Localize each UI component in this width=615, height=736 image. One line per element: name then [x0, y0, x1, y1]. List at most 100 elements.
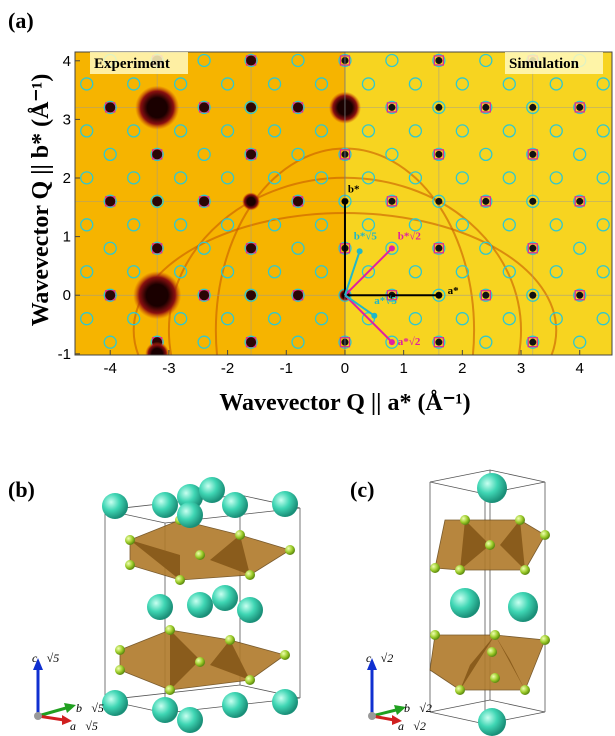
y-axis-label: Wavevector Q || b* (Å⁻¹): [28, 74, 54, 327]
vector-label: b*√5: [354, 231, 378, 243]
panel-label: (a): [8, 8, 34, 33]
spot: [435, 57, 442, 64]
spot: [529, 292, 536, 299]
spot: [435, 198, 442, 205]
spot: [246, 337, 256, 347]
spot: [482, 292, 489, 299]
ring-marker: [81, 31, 93, 43]
ring-marker: [362, 31, 374, 43]
axis-label: b⃗√5: [76, 701, 104, 715]
b5-arrow-head: [357, 248, 363, 254]
vector-label: a*√5: [374, 295, 397, 307]
b-star-arrow-head: [342, 198, 348, 204]
a-star-arrow-head: [436, 292, 442, 298]
spot: [152, 243, 162, 253]
ring-marker: [128, 31, 140, 43]
square-marker: [59, 150, 68, 159]
vector-label: a*: [448, 285, 460, 297]
spot: [152, 196, 162, 206]
spot: [388, 104, 395, 111]
x-tick-label: 4: [576, 360, 584, 377]
crystal-structure: [102, 477, 300, 733]
spot: [435, 151, 442, 158]
spot: [246, 55, 256, 65]
ring-marker: [597, 360, 609, 372]
strong-spot: [242, 192, 260, 210]
ring-marker: [550, 31, 562, 43]
diffraction-map: [57, 14, 615, 577]
x-tick-label: 3: [517, 360, 525, 377]
vector-label: b*: [348, 184, 360, 196]
y-tick-label: 4: [63, 53, 71, 70]
spot: [576, 198, 583, 205]
figure: (a) ExperimentSimulationb*a*b*√2a*√2b*√5…: [0, 0, 615, 736]
ring-marker: [362, 360, 374, 372]
ring-marker: [503, 31, 515, 43]
spot: [293, 102, 303, 112]
b2-arrow-head: [389, 245, 395, 251]
y-tick-label: 3: [63, 111, 71, 128]
strong-spot: [133, 271, 181, 319]
axis-label: b⃗√2: [404, 701, 432, 715]
spot: [105, 102, 115, 112]
vector-label: b*√2: [398, 231, 422, 243]
axis-label: c⃗√5: [32, 651, 59, 665]
spot: [199, 196, 209, 206]
a2-arrow-head: [389, 339, 395, 345]
spot: [246, 149, 256, 159]
ring-marker: [175, 360, 187, 372]
x-tick-label: 1: [399, 360, 407, 377]
panel-label: (b): [8, 477, 35, 502]
ring-marker: [57, 148, 69, 160]
ring-marker: [503, 360, 515, 372]
spot: [246, 290, 256, 300]
spot: [576, 292, 583, 299]
x-tick-label: 0: [341, 360, 349, 377]
simulation-label: Simulation: [509, 56, 580, 72]
spot: [293, 196, 303, 206]
a5-arrow-head: [371, 313, 377, 319]
spot: [105, 290, 115, 300]
panel-label: (c): [350, 477, 374, 502]
ring-marker: [456, 31, 468, 43]
x-tick-label: -2: [221, 360, 234, 377]
ring-marker: [315, 31, 327, 43]
x-tick-label: 2: [458, 360, 466, 377]
spot: [199, 102, 209, 112]
ring-marker: [409, 31, 421, 43]
spot: [482, 198, 489, 205]
y-tick-label: 0: [63, 287, 71, 304]
x-tick-label: -1: [280, 360, 293, 377]
x-tick-label: -4: [104, 360, 117, 377]
spot: [529, 245, 536, 252]
axis-triad: [367, 658, 406, 725]
axis-label: c⃗√2: [366, 651, 393, 665]
ring-marker: [550, 360, 562, 372]
ring-marker: [128, 360, 140, 372]
spot: [529, 198, 536, 205]
axis-label: a⃗√2: [398, 719, 426, 733]
spot: [529, 104, 536, 111]
ring-marker: [81, 360, 93, 372]
ring-marker: [269, 31, 281, 43]
y-tick-label: 1: [63, 229, 71, 246]
axis-triad: [33, 658, 76, 725]
spot: [435, 245, 442, 252]
ring-marker: [315, 360, 327, 372]
ring-marker: [597, 31, 609, 43]
spot: [246, 243, 256, 253]
spot: [388, 198, 395, 205]
spot: [152, 149, 162, 159]
spot: [58, 196, 68, 206]
x-axis-label: Wavevector Q || a* (Å⁻¹): [219, 390, 470, 416]
spot: [435, 339, 442, 346]
spot: [529, 339, 536, 346]
spot: [199, 290, 209, 300]
spot: [105, 196, 115, 206]
ring-marker: [57, 195, 69, 207]
x-tick-label: -3: [162, 360, 175, 377]
y-tick-label: -1: [58, 346, 71, 363]
crystal-structure: [430, 470, 550, 736]
spot: [435, 104, 442, 111]
experiment-label: Experiment: [94, 56, 170, 72]
